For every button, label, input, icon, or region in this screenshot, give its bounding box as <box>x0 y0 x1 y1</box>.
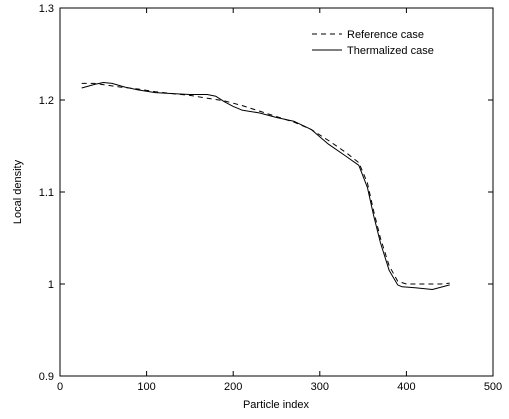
legend-label-reference: Reference case <box>347 29 424 41</box>
x-tick-label: 500 <box>484 381 502 393</box>
y-tick-label: 1.2 <box>39 95 54 107</box>
x-tick-label: 200 <box>224 381 242 393</box>
series-line-thermalized <box>81 82 450 290</box>
x-axis-ticks: 0 100 200 300 400 500 <box>57 8 502 393</box>
y-axis-ticks: 0.9 1 1.1 1.2 1.3 <box>39 3 493 383</box>
series-layer <box>81 82 450 290</box>
series-line-reference <box>81 82 450 285</box>
y-tick-label: 0.9 <box>39 371 54 383</box>
y-tick-label: 1.1 <box>39 187 54 199</box>
x-tick-label: 300 <box>311 381 329 393</box>
x-tick-label: 0 <box>57 381 63 393</box>
x-axis-label: Particle index <box>243 399 310 411</box>
plot-area-frame <box>59 7 494 377</box>
legend: Reference case Thermalized case <box>312 29 434 57</box>
x-tick-label: 100 <box>137 381 155 393</box>
x-tick-label: 400 <box>397 381 415 393</box>
y-tick-label: 1 <box>48 279 54 291</box>
legend-label-thermalized: Thermalized case <box>347 45 434 57</box>
y-tick-label: 1.3 <box>39 3 54 15</box>
y-axis-label: Local density <box>12 159 24 224</box>
